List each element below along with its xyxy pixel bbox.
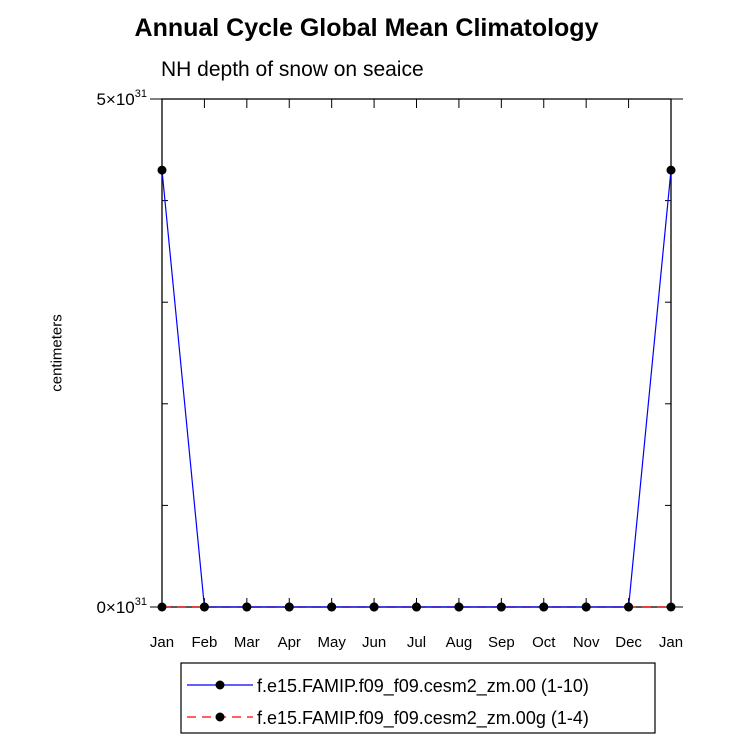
x-tick-label: Nov (573, 634, 600, 651)
series-1-point (624, 602, 634, 612)
x-tick-label: Dec (615, 634, 642, 651)
legend-label-2: f.e15.FAMIP.f09_f09.cesm2_zm.00g (1-4) (257, 708, 589, 729)
x-tick-label: Oct (532, 634, 556, 651)
series-1-point (666, 165, 676, 175)
legend-box (180, 662, 656, 734)
x-tick-label: Jan (659, 634, 683, 651)
y-tick-label: 5×1031 (96, 88, 147, 109)
x-tick-label: May (317, 634, 346, 651)
series-1-point (412, 602, 421, 612)
x-tick-label: Apr (278, 634, 301, 651)
series-1-point (284, 602, 294, 612)
series-1-point (327, 602, 337, 612)
x-tick-label: Aug (446, 634, 473, 651)
x-tick-label: Sep (488, 634, 515, 651)
legend-marker-1 (215, 680, 225, 690)
series-1-point (539, 602, 549, 612)
series-1-point (157, 165, 167, 175)
series-1-point (369, 602, 379, 612)
series-2-point (157, 602, 167, 612)
series-line-1 (161, 170, 672, 608)
chart-title: Annual Cycle Global Mean Climatology (134, 14, 599, 42)
x-tick-label: Feb (191, 634, 217, 651)
series-1-point (199, 602, 209, 612)
y-tick-label: 0×1031 (96, 596, 147, 617)
chart-subtitle: NH depth of snow on seaice (161, 58, 424, 81)
x-tick-label: Jan (150, 634, 174, 651)
series-1-point (581, 602, 591, 612)
x-tick-label: Jun (362, 634, 386, 651)
series-2-point (666, 602, 676, 612)
x-tick-label: Jul (407, 634, 426, 651)
x-tick-label: Mar (234, 634, 260, 651)
series-1-point (496, 602, 506, 612)
series-1-point (242, 602, 252, 612)
legend-marker-2 (215, 712, 225, 722)
series-1-point (454, 602, 464, 612)
plot-frame (161, 98, 672, 608)
legend-label-1: f.e15.FAMIP.f09_f09.cesm2_zm.00 (1-10) (257, 676, 589, 697)
